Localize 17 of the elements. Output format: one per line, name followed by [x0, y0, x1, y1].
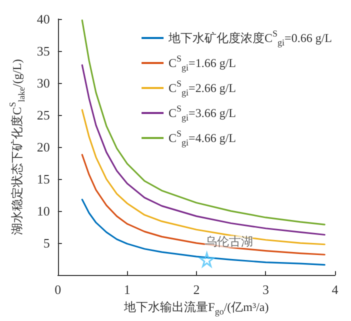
line-series [81, 154, 326, 256]
x-tick-label: 3 [262, 282, 269, 298]
x-tick-label: 1 [124, 282, 130, 298]
y-axis-title: 湖水稳定状态下矿化度CSlake/(g/L) [8, 59, 26, 236]
line-series [81, 198, 326, 266]
y-tick-label: 15 [36, 172, 50, 187]
x-tick-label: 4 [332, 282, 339, 298]
x-tick-label: 2 [193, 282, 200, 298]
y-tick-label: 35 [36, 44, 50, 59]
y-tick-label: 5 [43, 236, 50, 251]
y-tick-label: 10 [36, 204, 50, 219]
y-tick-label: 20 [36, 140, 50, 155]
y-tick-label: 30 [36, 76, 50, 91]
y-tick-label: 25 [36, 108, 50, 123]
y-tick-label: 40 [36, 12, 50, 26]
annotation: 乌伦古湖 [204, 234, 253, 249]
x-tick-label: 0 [54, 282, 62, 298]
